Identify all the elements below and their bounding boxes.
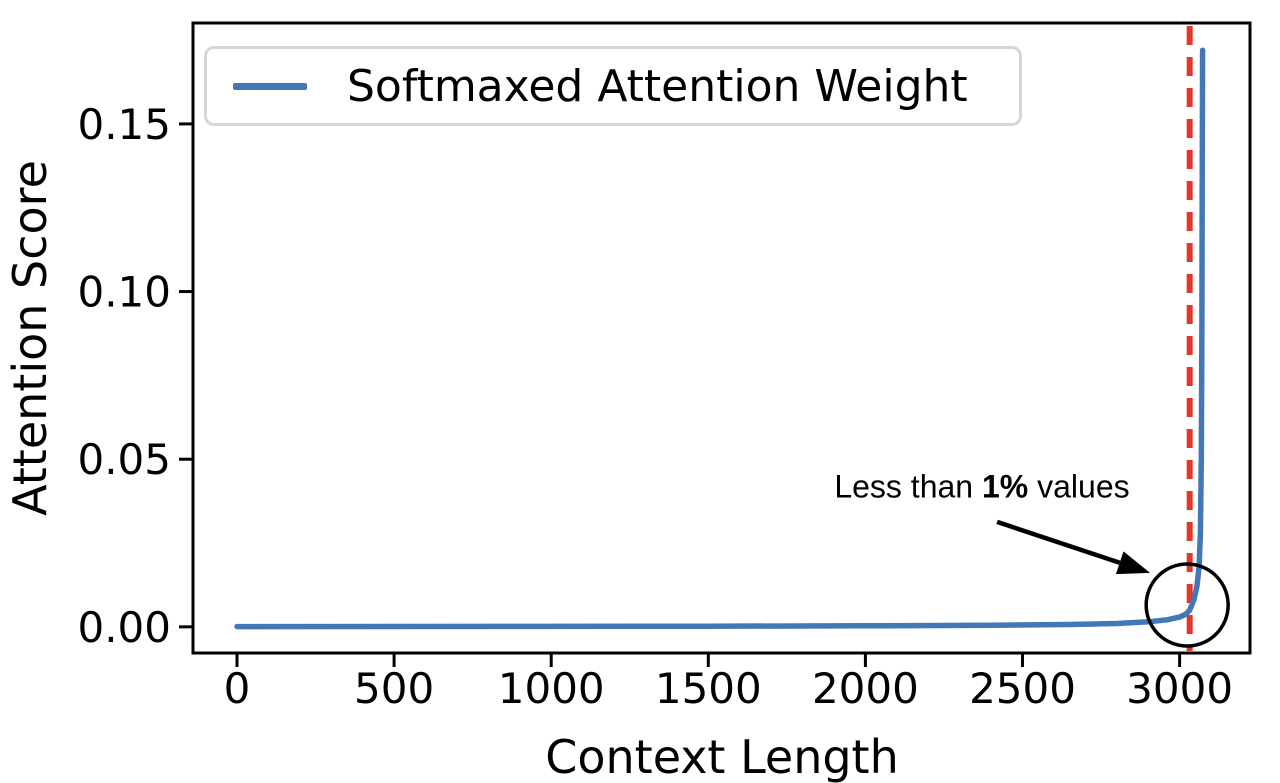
x-tick-label: 500 <box>354 664 434 713</box>
x-tick-label: 0 <box>224 664 251 713</box>
annotation-text-prefix: Less than <box>834 468 982 505</box>
x-tick-label: 1500 <box>655 664 762 713</box>
y-tick-label: 0.00 <box>77 603 171 652</box>
highlight-circle <box>1144 562 1230 648</box>
attention-line <box>234 47 1206 630</box>
y-tick-label: 0.10 <box>77 268 171 317</box>
x-axis-title: Context Length <box>545 730 899 783</box>
y-tick-label: 0.05 <box>77 435 171 484</box>
annotation-text: Less than 1% values <box>834 469 1129 506</box>
legend-label: Softmaxed Attention Weight <box>347 60 968 112</box>
annotation-text-suffix: values <box>1028 468 1130 505</box>
y-axis-title: Attention Score <box>3 160 57 516</box>
plot-border <box>191 21 1252 655</box>
x-tick-label: 2500 <box>969 664 1076 713</box>
x-tick-label: 2000 <box>812 664 919 713</box>
legend-line-swatch <box>233 82 307 90</box>
annotation-arrowhead <box>1115 551 1151 575</box>
y-tick-label: 0.15 <box>77 100 171 149</box>
x-tick-label: 1000 <box>498 664 605 713</box>
x-tick-label: 3000 <box>1126 664 1233 713</box>
annotation-arrow <box>996 519 1121 565</box>
legend: Softmaxed Attention Weight <box>204 46 1022 126</box>
annotation-text-bold: 1% <box>981 468 1029 505</box>
